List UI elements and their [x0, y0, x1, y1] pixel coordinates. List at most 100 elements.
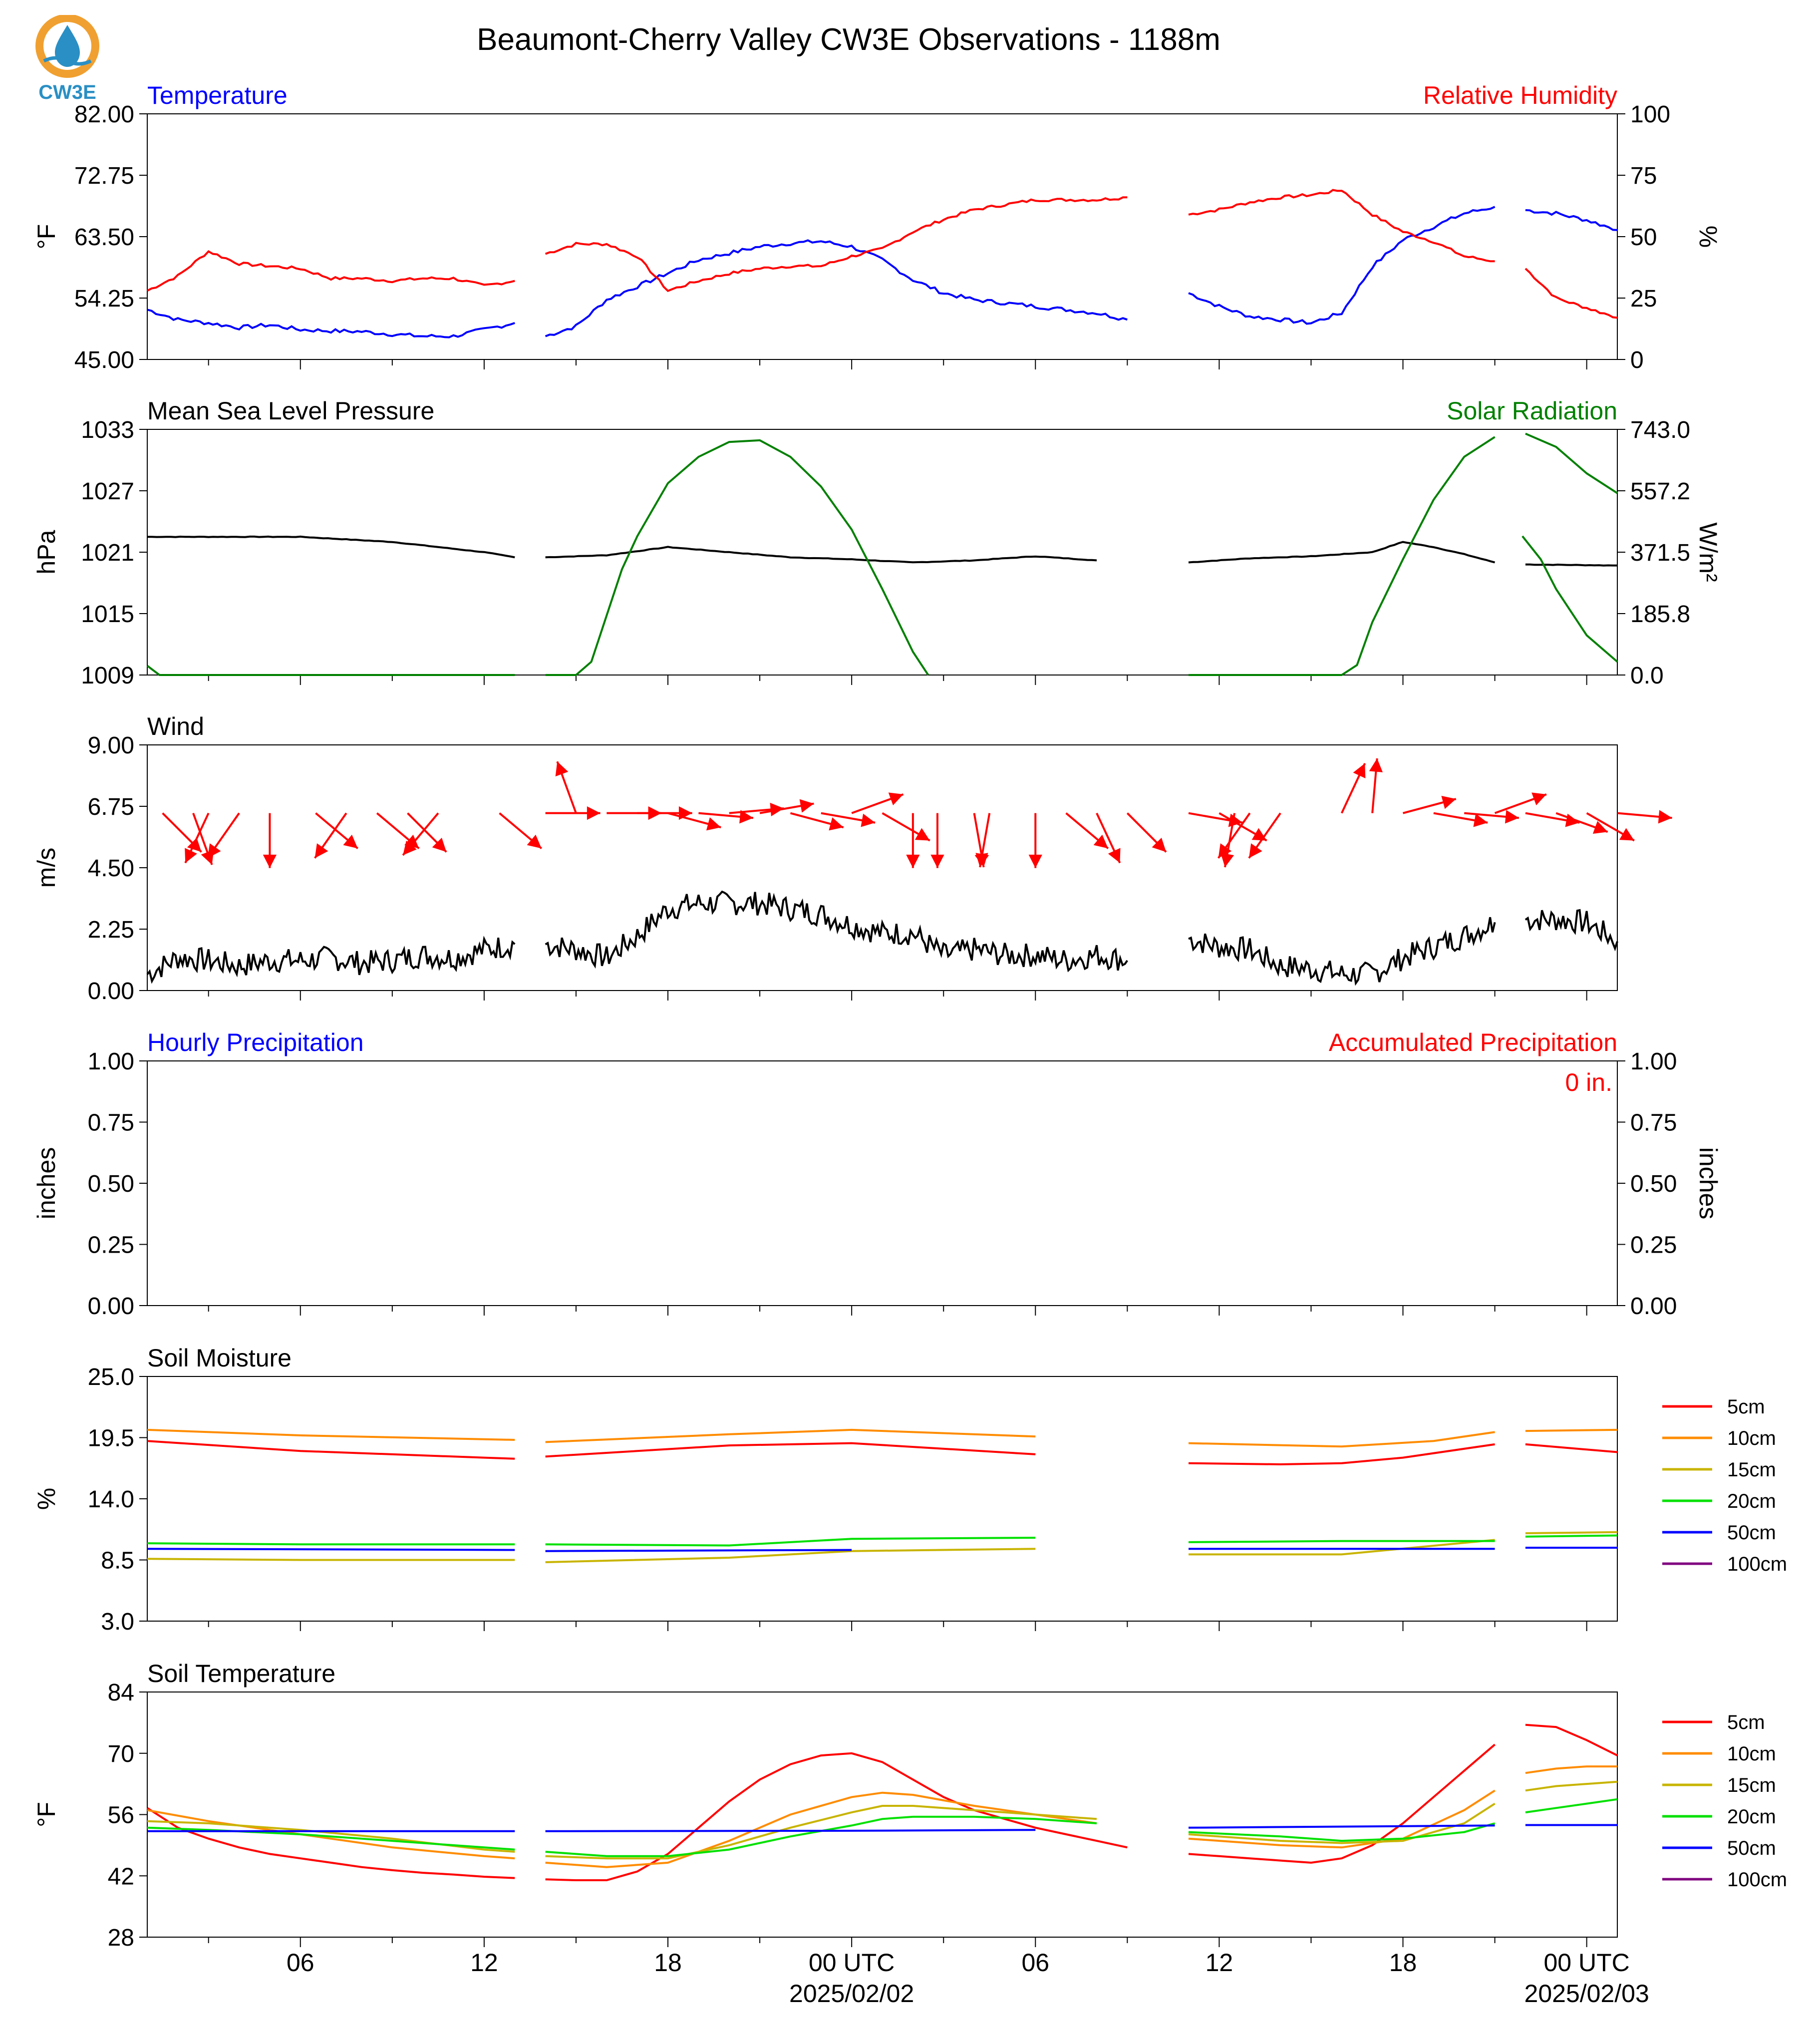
- series-group-pressure_solar: [146, 432, 1618, 676]
- wind-vector: [790, 812, 844, 831]
- precip-ytick-label: 0.75: [88, 1110, 134, 1136]
- wind-vector-head: [185, 848, 197, 863]
- series-line-soil_moisture-5cm: [1188, 1443, 1495, 1466]
- wind-vector-head: [930, 854, 944, 868]
- wind-vector: [1218, 812, 1267, 842]
- soil_moisture-ytick-label: 3.0: [101, 1609, 134, 1635]
- wind-vector-head: [1249, 843, 1262, 858]
- wind-vector: [1340, 763, 1366, 814]
- series-line-soil_temp-20cm: [1188, 1822, 1496, 1842]
- wind-vector: [1525, 812, 1580, 827]
- x-tick-date: 2025/02/03: [1524, 1980, 1649, 2008]
- series-line-solar-radiation: [1525, 432, 1618, 494]
- wind-vector: [667, 812, 721, 831]
- wind-vector: [1096, 812, 1121, 864]
- wind-vector-head: [888, 792, 904, 805]
- soil_moisture-ytick-label: 25.0: [88, 1364, 134, 1390]
- series-line-soil_temp-20cm: [545, 1815, 1097, 1857]
- legend-soil_temp: 5cm 10cm 15cm 20cm 50cm 100cm: [1662, 1711, 1787, 1891]
- series-line-soil_temp-5cm: [1188, 1743, 1496, 1864]
- temp_rh-left-title: Temperature: [147, 81, 288, 109]
- wind-vector: [1248, 812, 1281, 859]
- wind-ytick-label: 4.50: [88, 855, 134, 882]
- soil_temp-ylabel: °F: [32, 1802, 60, 1827]
- series-line-relative-humidity: [147, 250, 515, 292]
- series-line-soil_moisture-50cm: [147, 1548, 515, 1551]
- panel-soil_moisture: Soil Moisture 3.0 8.5 14.0 19.5 25.0%: [32, 1344, 1618, 1635]
- series-line-soil_moisture-10cm: [147, 1428, 515, 1441]
- pressure_solar-frame: [147, 429, 1618, 676]
- series-group-soil_moisture: [147, 1428, 1618, 1563]
- legend-label: 20cm: [1727, 1490, 1776, 1512]
- temp_rh-y2tick-label: 0: [1630, 347, 1644, 373]
- pressure_solar-y2label: W/m²: [1694, 522, 1722, 582]
- wind-vector-head: [1152, 837, 1167, 852]
- wind-vector: [1028, 813, 1042, 868]
- soil_moisture-ylabel: %: [32, 1488, 60, 1510]
- series-line-relative-humidity: [545, 196, 1128, 293]
- wind-vector-head: [739, 810, 753, 824]
- pressure_solar-ytick-label: 1015: [81, 601, 134, 628]
- wind-vector: [499, 812, 543, 849]
- wind-vector: [906, 813, 920, 868]
- wind-vector-head: [527, 834, 542, 849]
- pressure_solar-y2tick-label: 0.0: [1630, 663, 1664, 689]
- wind-ytick-label: 2.25: [88, 917, 134, 943]
- x-tick-label: 12: [1206, 1949, 1233, 1977]
- wind-vector-head: [263, 854, 277, 868]
- series-line-soil_moisture-20cm: [147, 1542, 515, 1546]
- wind-vector: [263, 813, 277, 868]
- series-line-soil_temp-50cm: [1188, 1824, 1495, 1829]
- wind-vector-head: [1619, 828, 1634, 841]
- wind-vector-head: [1505, 810, 1519, 824]
- wind-vector-head: [1531, 792, 1546, 805]
- series-line-soil_moisture-20cm: [1188, 1540, 1495, 1543]
- legend-label: 100cm: [1727, 1553, 1787, 1575]
- series-line-soil_temp-15cm: [1188, 1802, 1496, 1844]
- precip-left-title: Hourly Precipitation: [147, 1028, 364, 1056]
- soil_moisture-left-title: Soil Moisture: [147, 1344, 292, 1372]
- series-line-soil_temp-10cm: [1188, 1789, 1496, 1849]
- series-line-mean-sea-level-pressure: [147, 535, 515, 559]
- series-line-soil_moisture-15cm: [1525, 1531, 1618, 1534]
- wind-vector: [314, 812, 347, 859]
- wind-vector: [975, 813, 991, 868]
- wind-vector-head: [1353, 763, 1366, 778]
- wind-ytick-label: 0.00: [88, 978, 134, 1005]
- x-tick-date: 2025/02/02: [789, 1980, 914, 2008]
- precip-ytick-label: 0.50: [88, 1171, 134, 1197]
- precip-right-title: Accumulated Precipitation: [1329, 1028, 1617, 1056]
- wind-vector: [698, 810, 754, 824]
- wind-vector-head: [1441, 795, 1456, 809]
- pressure_solar-left-title: Mean Sea Level Pressure: [147, 397, 434, 425]
- series-line-soil_temp-15cm: [1525, 1780, 1618, 1792]
- series-line-soil_temp-20cm: [147, 1826, 515, 1851]
- soil_temp-frame: [147, 1692, 1618, 1938]
- panel-pressure_solar: Mean Sea Level Pressure Solar Radiation 10…: [32, 397, 1722, 689]
- pressure_solar-y2tick-label: 743.0: [1630, 417, 1690, 443]
- wind-vector-head: [1220, 853, 1234, 867]
- cw3e-logo: CW3E: [30, 14, 105, 105]
- wind-vector: [184, 812, 210, 864]
- series-line-wind: [146, 936, 516, 984]
- legend-label: 5cm: [1727, 1396, 1765, 1418]
- logo-text: CW3E: [38, 81, 96, 103]
- pressure_solar-y2tick-label: 557.2: [1630, 478, 1690, 505]
- legend-label: 15cm: [1727, 1459, 1776, 1481]
- series-line-mean-sea-level-pressure: [1188, 541, 1496, 564]
- temp_rh-ytick-label: 45.00: [74, 347, 134, 373]
- series-line-soil_temp-15cm: [545, 1805, 1097, 1860]
- temp_rh-right-title: Relative Humidity: [1423, 81, 1617, 109]
- wind-vector: [1464, 810, 1519, 824]
- legend-label: 50cm: [1727, 1522, 1776, 1544]
- wind-vector: [930, 813, 944, 868]
- series-group-temp_rh: [147, 189, 1618, 338]
- wind-vector-head: [799, 799, 814, 813]
- precip-ytick-label: 0.00: [88, 1293, 134, 1320]
- chart-title: Beaumont-Cherry Valley CW3E Observations…: [477, 22, 1220, 57]
- pressure_solar-ylabel: hPa: [32, 530, 60, 574]
- series-line-temperature: [1525, 209, 1618, 231]
- wind-vector-head: [403, 840, 417, 855]
- temp_rh-y2tick-label: 50: [1630, 224, 1657, 251]
- series-line-soil_moisture-20cm: [1525, 1534, 1618, 1538]
